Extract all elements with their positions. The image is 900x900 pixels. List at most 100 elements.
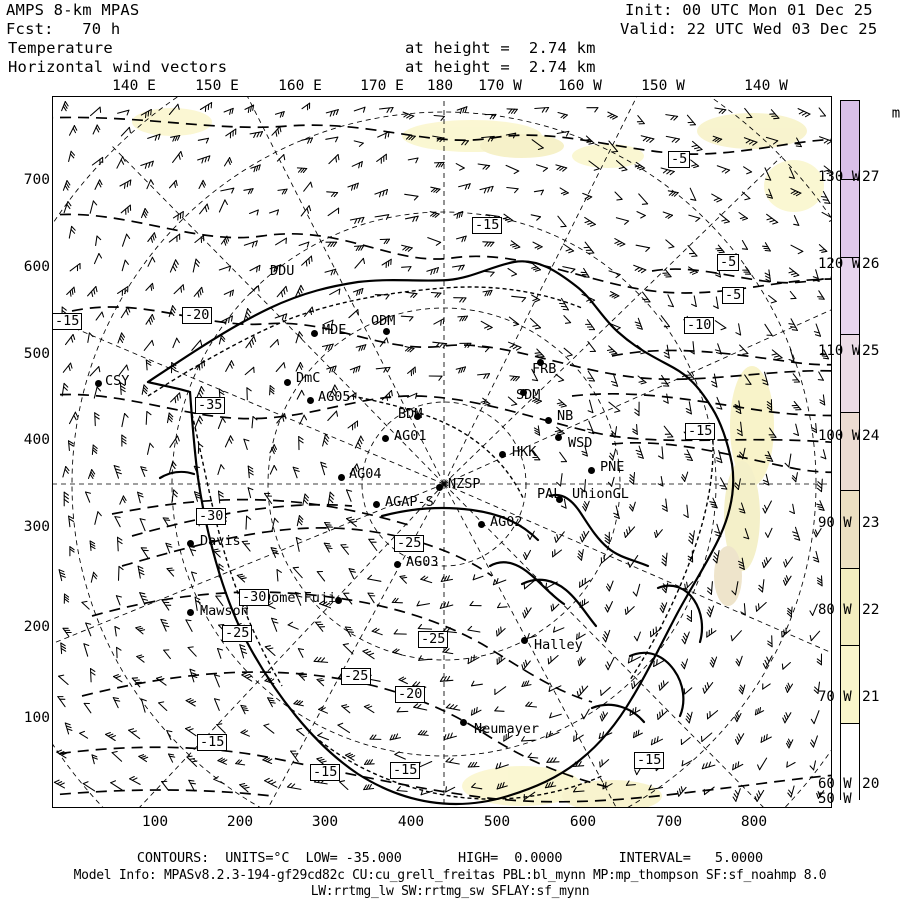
station-marker-PAL[interactable] bbox=[556, 496, 563, 503]
colorbar-longitude-4: 90 W bbox=[818, 515, 852, 531]
station-marker-DmC[interactable] bbox=[284, 379, 291, 386]
colorbar-tick-26: 26 bbox=[862, 256, 880, 272]
graticule bbox=[53, 97, 831, 807]
station-marker-Halley[interactable] bbox=[521, 637, 528, 644]
station-label-HKK: HKK bbox=[512, 444, 537, 460]
station-marker-Davis[interactable] bbox=[187, 540, 194, 547]
station-label-Mawson: Mawson bbox=[200, 603, 249, 619]
colorbar-separator-3 bbox=[841, 334, 859, 336]
plot-frame bbox=[52, 96, 832, 808]
station-label-AG03: AG03 bbox=[406, 554, 439, 570]
station-label-ODM: ODM bbox=[371, 313, 396, 329]
colorbar-tick-23: 23 bbox=[862, 515, 880, 531]
chart-header: AMPS 8-km MPAS Fcst: 70 h Temperature Ho… bbox=[0, 0, 900, 86]
station-marker-FRB[interactable] bbox=[537, 359, 544, 366]
wind-height: at height = 2.74 km bbox=[405, 58, 596, 76]
contour-label--30-13: -30 bbox=[239, 589, 270, 606]
colorbar-units: m s-1 bbox=[858, 88, 900, 138]
station-label-AG05: AG05 bbox=[318, 389, 351, 405]
colorbar-separator-7 bbox=[841, 645, 859, 647]
station-marker-AG04[interactable] bbox=[338, 474, 345, 481]
station-label-SDM: SDM bbox=[516, 387, 541, 403]
colorbar-segment-25 bbox=[841, 334, 859, 413]
contour-label--25-10: -25 bbox=[394, 535, 425, 552]
station-marker-PNE[interactable] bbox=[588, 467, 595, 474]
station-marker-WSD[interactable] bbox=[555, 434, 562, 441]
colorbar-longitude-3: 100 W bbox=[818, 428, 861, 444]
y-axis-label-600: 600 bbox=[23, 259, 50, 275]
colorbar-longitude-7: 60 W bbox=[818, 776, 852, 792]
station-marker-Mawson[interactable] bbox=[187, 609, 194, 616]
station-marker-SDM[interactable] bbox=[520, 389, 527, 396]
colorbar-segment-28 bbox=[841, 101, 859, 179]
longitude-label-8: 140 W bbox=[744, 78, 788, 94]
colorbar-separator-1 bbox=[841, 178, 859, 180]
colorbar-tick-21: 21 bbox=[862, 689, 880, 705]
station-marker-NB[interactable] bbox=[545, 417, 552, 424]
station-label-FRB: FRB bbox=[532, 361, 557, 377]
longitude-label-1: 150 E bbox=[195, 78, 239, 94]
model-title: AMPS 8-km MPAS bbox=[6, 1, 140, 19]
station-marker-AG03[interactable] bbox=[394, 561, 401, 568]
model-info-1: Model Info: MPASv8.2.3-194-gf29cd82c CU:… bbox=[73, 868, 827, 883]
longitude-label-4: 180 bbox=[426, 78, 454, 94]
wind-speed-colorbar[interactable] bbox=[840, 100, 860, 801]
station-label-AG01: AG01 bbox=[394, 428, 427, 444]
colorbar-segment-21 bbox=[841, 645, 859, 724]
station-label-Neumayer: Neumayer bbox=[474, 721, 540, 737]
station-label-WSD: WSD bbox=[568, 435, 593, 451]
y-axis-label-500: 500 bbox=[23, 346, 50, 362]
colorbar-separator-6 bbox=[841, 567, 859, 569]
colorbar-unit-text: m s bbox=[891, 105, 900, 122]
colorbar-segment-24 bbox=[841, 412, 859, 490]
x-axis-label-500: 500 bbox=[483, 814, 511, 830]
contour-label--30-9: -30 bbox=[196, 508, 227, 525]
colorbar-segment-27 bbox=[841, 178, 859, 257]
station-label-PNE: PNE bbox=[600, 459, 625, 475]
station-marker-ODM[interactable] bbox=[383, 328, 390, 335]
y-axis-label-200: 200 bbox=[23, 619, 50, 635]
map-plot-area[interactable]: DDU MDE ODM CSY DmC AG05 FRB SDM BDM AG01 NB WSD HKK… bbox=[52, 96, 832, 808]
wind-speed-shading bbox=[132, 108, 824, 807]
station-label-NB: NB bbox=[557, 408, 574, 424]
colorbar-separator-4 bbox=[841, 412, 859, 414]
station-marker-BDM[interactable] bbox=[414, 413, 421, 420]
station-label-PAL: PAL bbox=[537, 486, 562, 502]
grounding-line bbox=[147, 286, 714, 800]
model-info-2: LW:rrtmg_lw SW:rrtmg_sw SFLAY:sf_mynn bbox=[310, 884, 590, 899]
contour-label--10-2: -10 bbox=[684, 317, 715, 334]
colorbar-segment-26 bbox=[841, 256, 859, 335]
station-label-DmC: DmC bbox=[296, 370, 321, 386]
contour-label--5-5: -5 bbox=[668, 151, 691, 168]
y-axis-label-300: 300 bbox=[23, 519, 50, 535]
station-marker-AG01[interactable] bbox=[382, 435, 389, 442]
station-label-NZSP: NZSP bbox=[448, 476, 481, 492]
temperature-height: at height = 2.74 km bbox=[405, 39, 596, 57]
station-marker-NZSP[interactable] bbox=[436, 484, 443, 491]
colorbar-longitude-0: 130 W bbox=[818, 169, 861, 185]
station-marker-AGAP-S[interactable] bbox=[373, 501, 380, 508]
contour-label--35-3: -35 bbox=[195, 397, 226, 414]
colorbar-tick-24: 24 bbox=[862, 428, 880, 444]
station-label-Dome-Fuji: Dome Fuji bbox=[263, 590, 337, 606]
station-marker-CSY[interactable] bbox=[95, 380, 102, 387]
longitude-label-0: 140 E bbox=[112, 78, 156, 94]
x-axis-label-200: 200 bbox=[226, 814, 254, 830]
field-wind: Horizontal wind vectors bbox=[8, 58, 228, 76]
longitude-label-3: 170 E bbox=[360, 78, 404, 94]
longitude-label-6: 160 W bbox=[558, 78, 602, 94]
colorbar-longitude-5: 80 W bbox=[818, 602, 852, 618]
station-label-AG02: AG02 bbox=[490, 514, 523, 530]
station-label-MDE: MDE bbox=[322, 322, 347, 338]
station-marker-Neumayer[interactable] bbox=[460, 719, 467, 726]
station-marker-Dome-Fuji[interactable] bbox=[335, 597, 342, 604]
forecast-hour: Fcst: 70 h bbox=[6, 20, 121, 38]
station-marker-MDE[interactable] bbox=[311, 330, 318, 337]
station-marker-AG05[interactable] bbox=[307, 397, 314, 404]
contour-label--25-14: -25 bbox=[341, 668, 372, 685]
y-axis-label-700: 700 bbox=[23, 172, 50, 188]
contour-label--15-19: -15 bbox=[634, 752, 665, 769]
station-label-AGAP-S: AGAP-S bbox=[385, 494, 434, 510]
station-marker-HKK[interactable] bbox=[499, 451, 506, 458]
station-marker-AG02[interactable] bbox=[478, 521, 485, 528]
